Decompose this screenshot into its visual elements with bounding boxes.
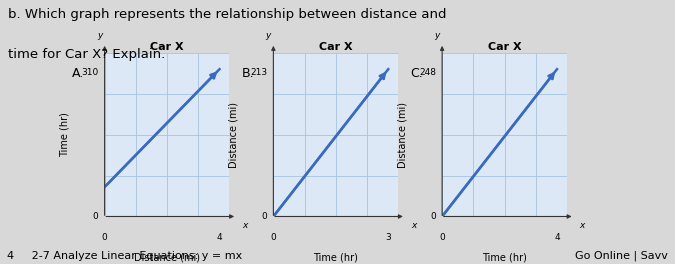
Text: y: y <box>266 31 271 40</box>
Title: Car X: Car X <box>319 42 352 52</box>
Text: time for Car X? Explain.: time for Car X? Explain. <box>8 48 165 60</box>
Text: 0: 0 <box>430 212 436 221</box>
Text: 4: 4 <box>554 233 560 242</box>
Text: 3: 3 <box>385 233 391 242</box>
Text: 4     2-7 Analyze Linear Equations: y = mx: 4 2-7 Analyze Linear Equations: y = mx <box>7 251 242 261</box>
Text: Distance (mi): Distance (mi) <box>228 102 238 168</box>
Text: Distance (mi): Distance (mi) <box>134 252 200 262</box>
Text: 213: 213 <box>250 68 267 77</box>
Text: x: x <box>579 221 585 230</box>
Text: Time (hr): Time (hr) <box>59 112 70 157</box>
Text: 0: 0 <box>102 233 107 242</box>
Text: Time (hr): Time (hr) <box>482 252 527 262</box>
Text: x: x <box>242 221 247 230</box>
Text: C.: C. <box>410 67 423 81</box>
Text: 0: 0 <box>261 212 267 221</box>
Text: Go Online | Savv: Go Online | Savv <box>575 251 668 261</box>
Text: 310: 310 <box>81 68 99 77</box>
Text: b. Which graph represents the relationship between distance and: b. Which graph represents the relationsh… <box>8 8 447 21</box>
Text: y: y <box>435 31 440 40</box>
Title: Car X: Car X <box>151 42 184 52</box>
Text: x: x <box>410 221 416 230</box>
Text: A.: A. <box>72 67 84 81</box>
Text: 0: 0 <box>271 233 276 242</box>
Text: Distance (mi): Distance (mi) <box>397 102 407 168</box>
Text: Time (hr): Time (hr) <box>313 252 358 262</box>
Text: B.: B. <box>242 67 254 81</box>
Text: 0: 0 <box>439 233 445 242</box>
Text: 248: 248 <box>419 68 436 77</box>
Title: Car X: Car X <box>488 42 521 52</box>
Text: y: y <box>97 31 103 40</box>
Text: 4: 4 <box>217 233 222 242</box>
Text: 0: 0 <box>92 212 99 221</box>
